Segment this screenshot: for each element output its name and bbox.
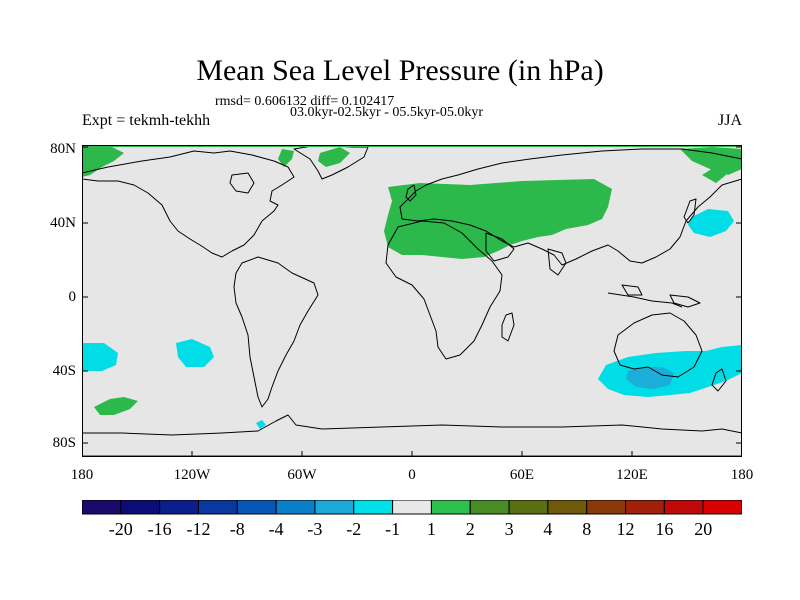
colorbar-label: -1 (385, 519, 401, 539)
colorbar-box (392, 500, 432, 515)
stats-line: rmsd= 0.606132 diff= 0.102417 (215, 94, 395, 109)
colorbar-box (469, 500, 510, 515)
periods-label: 03.0kyr-02.5kyr - 05.5kyr-05.0kyr (290, 105, 484, 120)
experiment-label: Expt = tekmh-tekhh (82, 112, 211, 129)
colorbar-label: -12 (186, 519, 211, 539)
colorbar-box (353, 500, 394, 515)
colorbar-label: 16 (655, 519, 674, 539)
chart-title: Mean Sea Level Pressure (in hPa) (196, 54, 604, 87)
colorbar-label: 1 (426, 519, 436, 539)
colorbar-label: 2 (465, 519, 475, 539)
colorbar-box (625, 500, 665, 515)
colorbar-box (586, 500, 627, 515)
colorbar-box (236, 500, 277, 515)
map-panel (82, 145, 742, 457)
x-tick-label: 60W (287, 467, 317, 483)
tick-marks (82, 146, 742, 457)
colorbar-box (314, 500, 355, 515)
colorbar-box (663, 500, 704, 515)
colorbar-box (197, 500, 238, 515)
colorbar-label: -4 (268, 519, 284, 539)
colorbar-box (82, 500, 122, 515)
x-tick-label: 120E (616, 467, 648, 483)
y-tick-label: 0 (68, 289, 77, 305)
x-tick-label: 180 (70, 467, 94, 483)
colorbar-label: -20 (108, 519, 133, 539)
y-tick-label: 80S (52, 435, 76, 451)
colorbar-label: -16 (147, 519, 172, 539)
colorbar-box (275, 500, 316, 515)
colorbar-label: 4 (543, 519, 553, 539)
colorbar-label: -8 (229, 519, 245, 539)
y-tick-label: 40S (52, 363, 76, 379)
positive-anomaly-areas (82, 147, 742, 415)
negative-anomaly-core (626, 367, 674, 389)
y-tick-label: 80N (50, 141, 76, 157)
colorbar-box (120, 500, 161, 515)
x-tick-label: 0 (408, 467, 416, 483)
colorbar-box (508, 500, 549, 515)
colorbar-boxes (82, 500, 742, 515)
y-tick-label: 40N (50, 215, 76, 231)
colorbar-box (430, 500, 471, 515)
x-tick-label: 60E (509, 467, 535, 483)
colorbar-label: -2 (346, 519, 362, 539)
colorbar-box (547, 500, 588, 515)
season-label: JJA (717, 112, 742, 129)
coastlines (82, 145, 742, 436)
colorbar-label: 8 (582, 519, 592, 539)
colorbar-box (702, 500, 742, 515)
colorbar (82, 500, 742, 515)
x-tick-label: 180 (730, 467, 754, 483)
colorbar-box (159, 500, 199, 515)
colorbar-label: 20 (694, 519, 713, 539)
colorbar-label: -3 (307, 519, 323, 539)
x-tick-label: 120W (173, 467, 211, 483)
colorbar-label: 3 (504, 519, 514, 539)
colorbar-label: 12 (616, 519, 635, 539)
